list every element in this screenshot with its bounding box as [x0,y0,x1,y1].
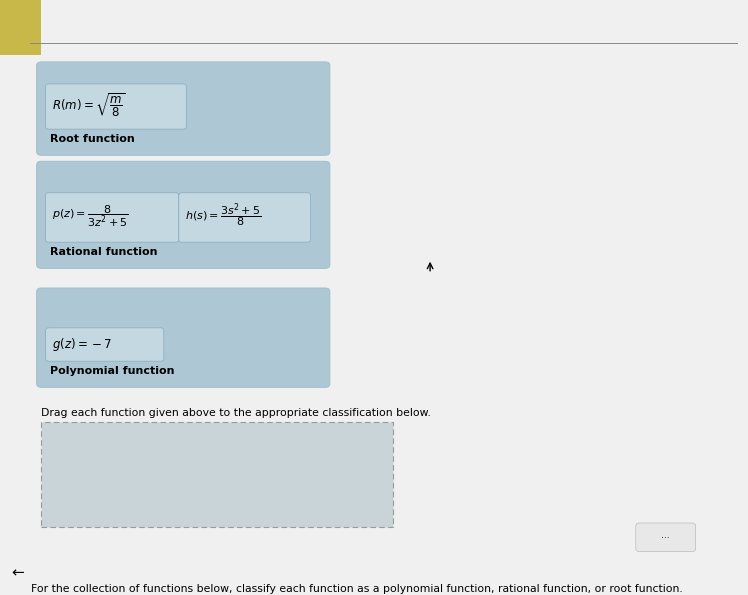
FancyBboxPatch shape [37,62,330,155]
Text: $\leftarrow$: $\leftarrow$ [9,565,26,580]
FancyBboxPatch shape [46,328,164,361]
Text: Drag each function given above to the appropriate classification below.: Drag each function given above to the ap… [41,408,431,418]
FancyBboxPatch shape [37,288,330,387]
Text: $h(s)=\dfrac{3s^2+5}{8}$: $h(s)=\dfrac{3s^2+5}{8}$ [185,202,261,230]
Text: ...: ... [661,531,670,540]
Text: Root function: Root function [50,134,135,143]
Text: Polynomial function: Polynomial function [50,366,174,375]
Text: $R(m)=\sqrt{\dfrac{m}{8}}$: $R(m)=\sqrt{\dfrac{m}{8}}$ [52,92,126,119]
FancyBboxPatch shape [179,193,310,242]
Text: $p(z)=\dfrac{8}{3z^2+5}$: $p(z)=\dfrac{8}{3z^2+5}$ [52,203,128,228]
FancyBboxPatch shape [46,193,179,242]
FancyBboxPatch shape [41,422,393,527]
Text: $g(z) = -7$: $g(z) = -7$ [52,336,111,353]
FancyBboxPatch shape [37,161,330,268]
Text: For the collection of functions below, classify each function as a polynomial fu: For the collection of functions below, c… [31,584,683,594]
FancyBboxPatch shape [46,84,186,129]
Text: Rational function: Rational function [50,247,158,256]
FancyBboxPatch shape [636,523,696,552]
FancyBboxPatch shape [0,0,41,55]
